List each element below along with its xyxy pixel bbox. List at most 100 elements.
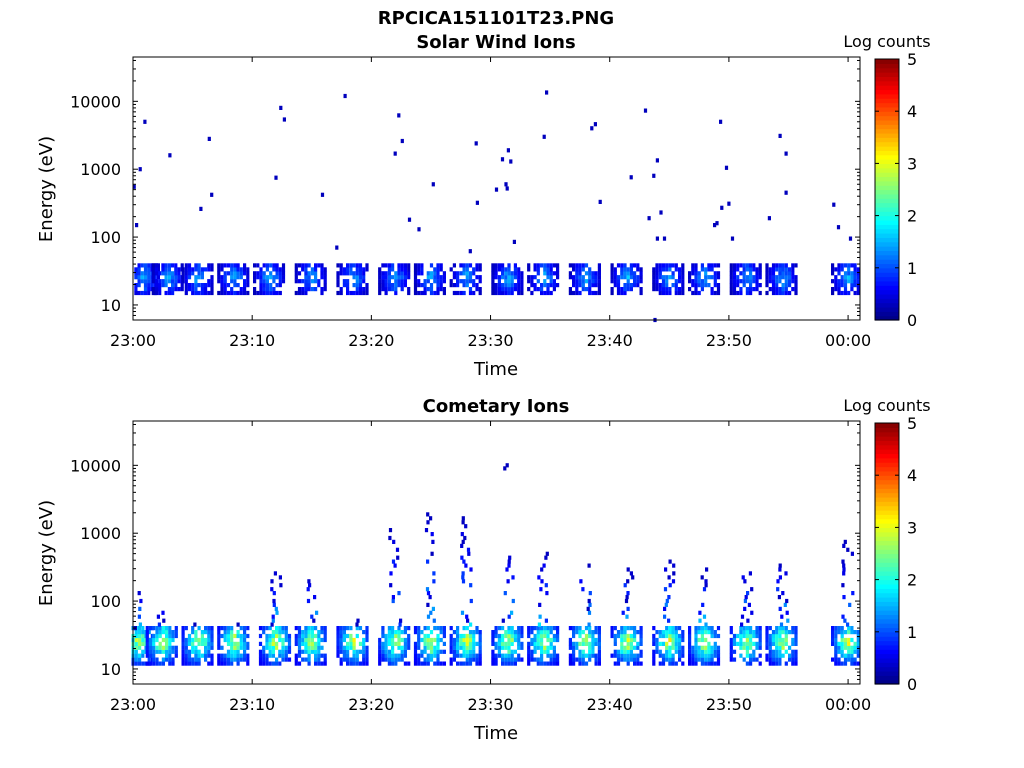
colorbar-segment (875, 89, 899, 95)
heatmap-cell (320, 626, 324, 631)
heatmap-cell (568, 275, 572, 280)
heatmap-cell (633, 275, 637, 280)
heatmap-cell (794, 626, 798, 631)
heatmap-cell (265, 645, 269, 650)
heatmap-cell (652, 626, 656, 631)
heatmap-cell (317, 633, 321, 639)
heatmap-cell (533, 645, 537, 650)
heatmap-cell (349, 626, 353, 631)
heatmap-cell (392, 539, 396, 544)
heatmap-cell (184, 275, 188, 280)
heatmap-cell (497, 290, 501, 296)
heatmap-cell (465, 661, 469, 666)
heatmap-cell (578, 263, 582, 268)
heatmap-cell (765, 267, 769, 272)
heatmap-cell (517, 287, 521, 292)
heatmap-cell (739, 287, 743, 292)
heatmap-cell (462, 641, 466, 646)
heatmap-cell (781, 267, 785, 272)
heatmap-cell (297, 271, 302, 276)
heatmap-cell (462, 649, 466, 654)
heatmap-cell (220, 633, 224, 639)
heatmap-cell (552, 649, 556, 654)
heatmap-cell (426, 637, 430, 643)
heatmap-cell (538, 602, 542, 607)
heatmap-cell (459, 271, 463, 276)
heatmap-cell (394, 287, 398, 292)
heatmap-cell (655, 645, 659, 650)
heatmap-cell (141, 649, 145, 654)
heatmap-cell (279, 105, 283, 110)
heatmap-cell (702, 614, 707, 619)
heatmap-cell (497, 267, 501, 272)
heatmap-cell (423, 633, 427, 639)
heatmap-cell (671, 641, 675, 646)
heatmap-cell (674, 626, 678, 631)
heatmap-cell (384, 287, 388, 292)
cometary-y-label: Energy (eV) (36, 500, 57, 606)
heatmap-cell (540, 287, 544, 292)
heatmap-cell (310, 614, 314, 619)
heatmap-cell (223, 271, 227, 276)
heatmap-cell (543, 633, 547, 639)
heatmap-cell (152, 653, 156, 658)
heatmap-cell (729, 287, 733, 292)
heatmap-cell (704, 645, 708, 650)
heatmap-cell (462, 283, 466, 288)
heatmap-cell (301, 633, 305, 639)
heatmap-cell (204, 641, 208, 646)
heatmap-cell (633, 626, 637, 631)
heatmap-cell (681, 283, 685, 288)
heatmap-cell (475, 657, 479, 662)
heatmap-cell (843, 653, 848, 658)
heatmap-cell (193, 622, 197, 627)
heatmap-cell (594, 275, 598, 280)
heatmap-cell (739, 271, 743, 276)
heatmap-cell (223, 263, 227, 268)
colorbar-segment (875, 549, 899, 555)
heatmap-cell (716, 275, 721, 280)
heatmap-cell (572, 275, 576, 280)
heatmap-cell (442, 626, 446, 631)
heatmap-cell (768, 633, 772, 639)
colorbar-segment (875, 141, 899, 147)
colorbar-segment (875, 246, 899, 251)
heatmap-cell (426, 614, 431, 619)
heatmap-cell (506, 579, 510, 584)
heatmap-cell (365, 653, 369, 658)
heatmap-cell (668, 653, 672, 658)
heatmap-cell (236, 657, 240, 662)
heatmap-cell (497, 653, 501, 658)
heatmap-cell (465, 645, 469, 650)
heatmap-cell (449, 626, 453, 631)
heatmap-cell (610, 626, 614, 631)
heatmap-cell (681, 653, 685, 658)
heatmap-cell (138, 645, 142, 650)
heatmap-cell (413, 267, 418, 272)
heatmap-cell (336, 637, 340, 643)
heatmap-cell (729, 283, 733, 288)
heatmap-cell (700, 637, 704, 643)
heatmap-cell (510, 641, 514, 646)
heatmap-cell (323, 267, 327, 272)
heatmap-cell (704, 283, 708, 288)
heatmap-cell (459, 641, 463, 646)
heatmap-cell (510, 279, 514, 284)
heatmap-cell (661, 279, 666, 284)
heatmap-cell (246, 645, 250, 650)
heatmap-cell (336, 290, 340, 296)
heatmap-cell (339, 657, 343, 662)
heatmap-cell (620, 653, 624, 658)
heatmap-cell (716, 290, 721, 296)
heatmap-cell (294, 279, 298, 284)
heatmap-cell (417, 267, 421, 272)
heatmap-cell (424, 528, 429, 533)
heatmap-cell (456, 637, 460, 643)
heatmap-cell (742, 626, 746, 631)
heatmap-cell (591, 630, 595, 635)
heatmap-cell (143, 283, 148, 288)
heatmap-cell (517, 283, 521, 288)
heatmap-cell (239, 626, 243, 631)
heatmap-cell (507, 653, 511, 658)
heatmap-cell (394, 641, 398, 646)
